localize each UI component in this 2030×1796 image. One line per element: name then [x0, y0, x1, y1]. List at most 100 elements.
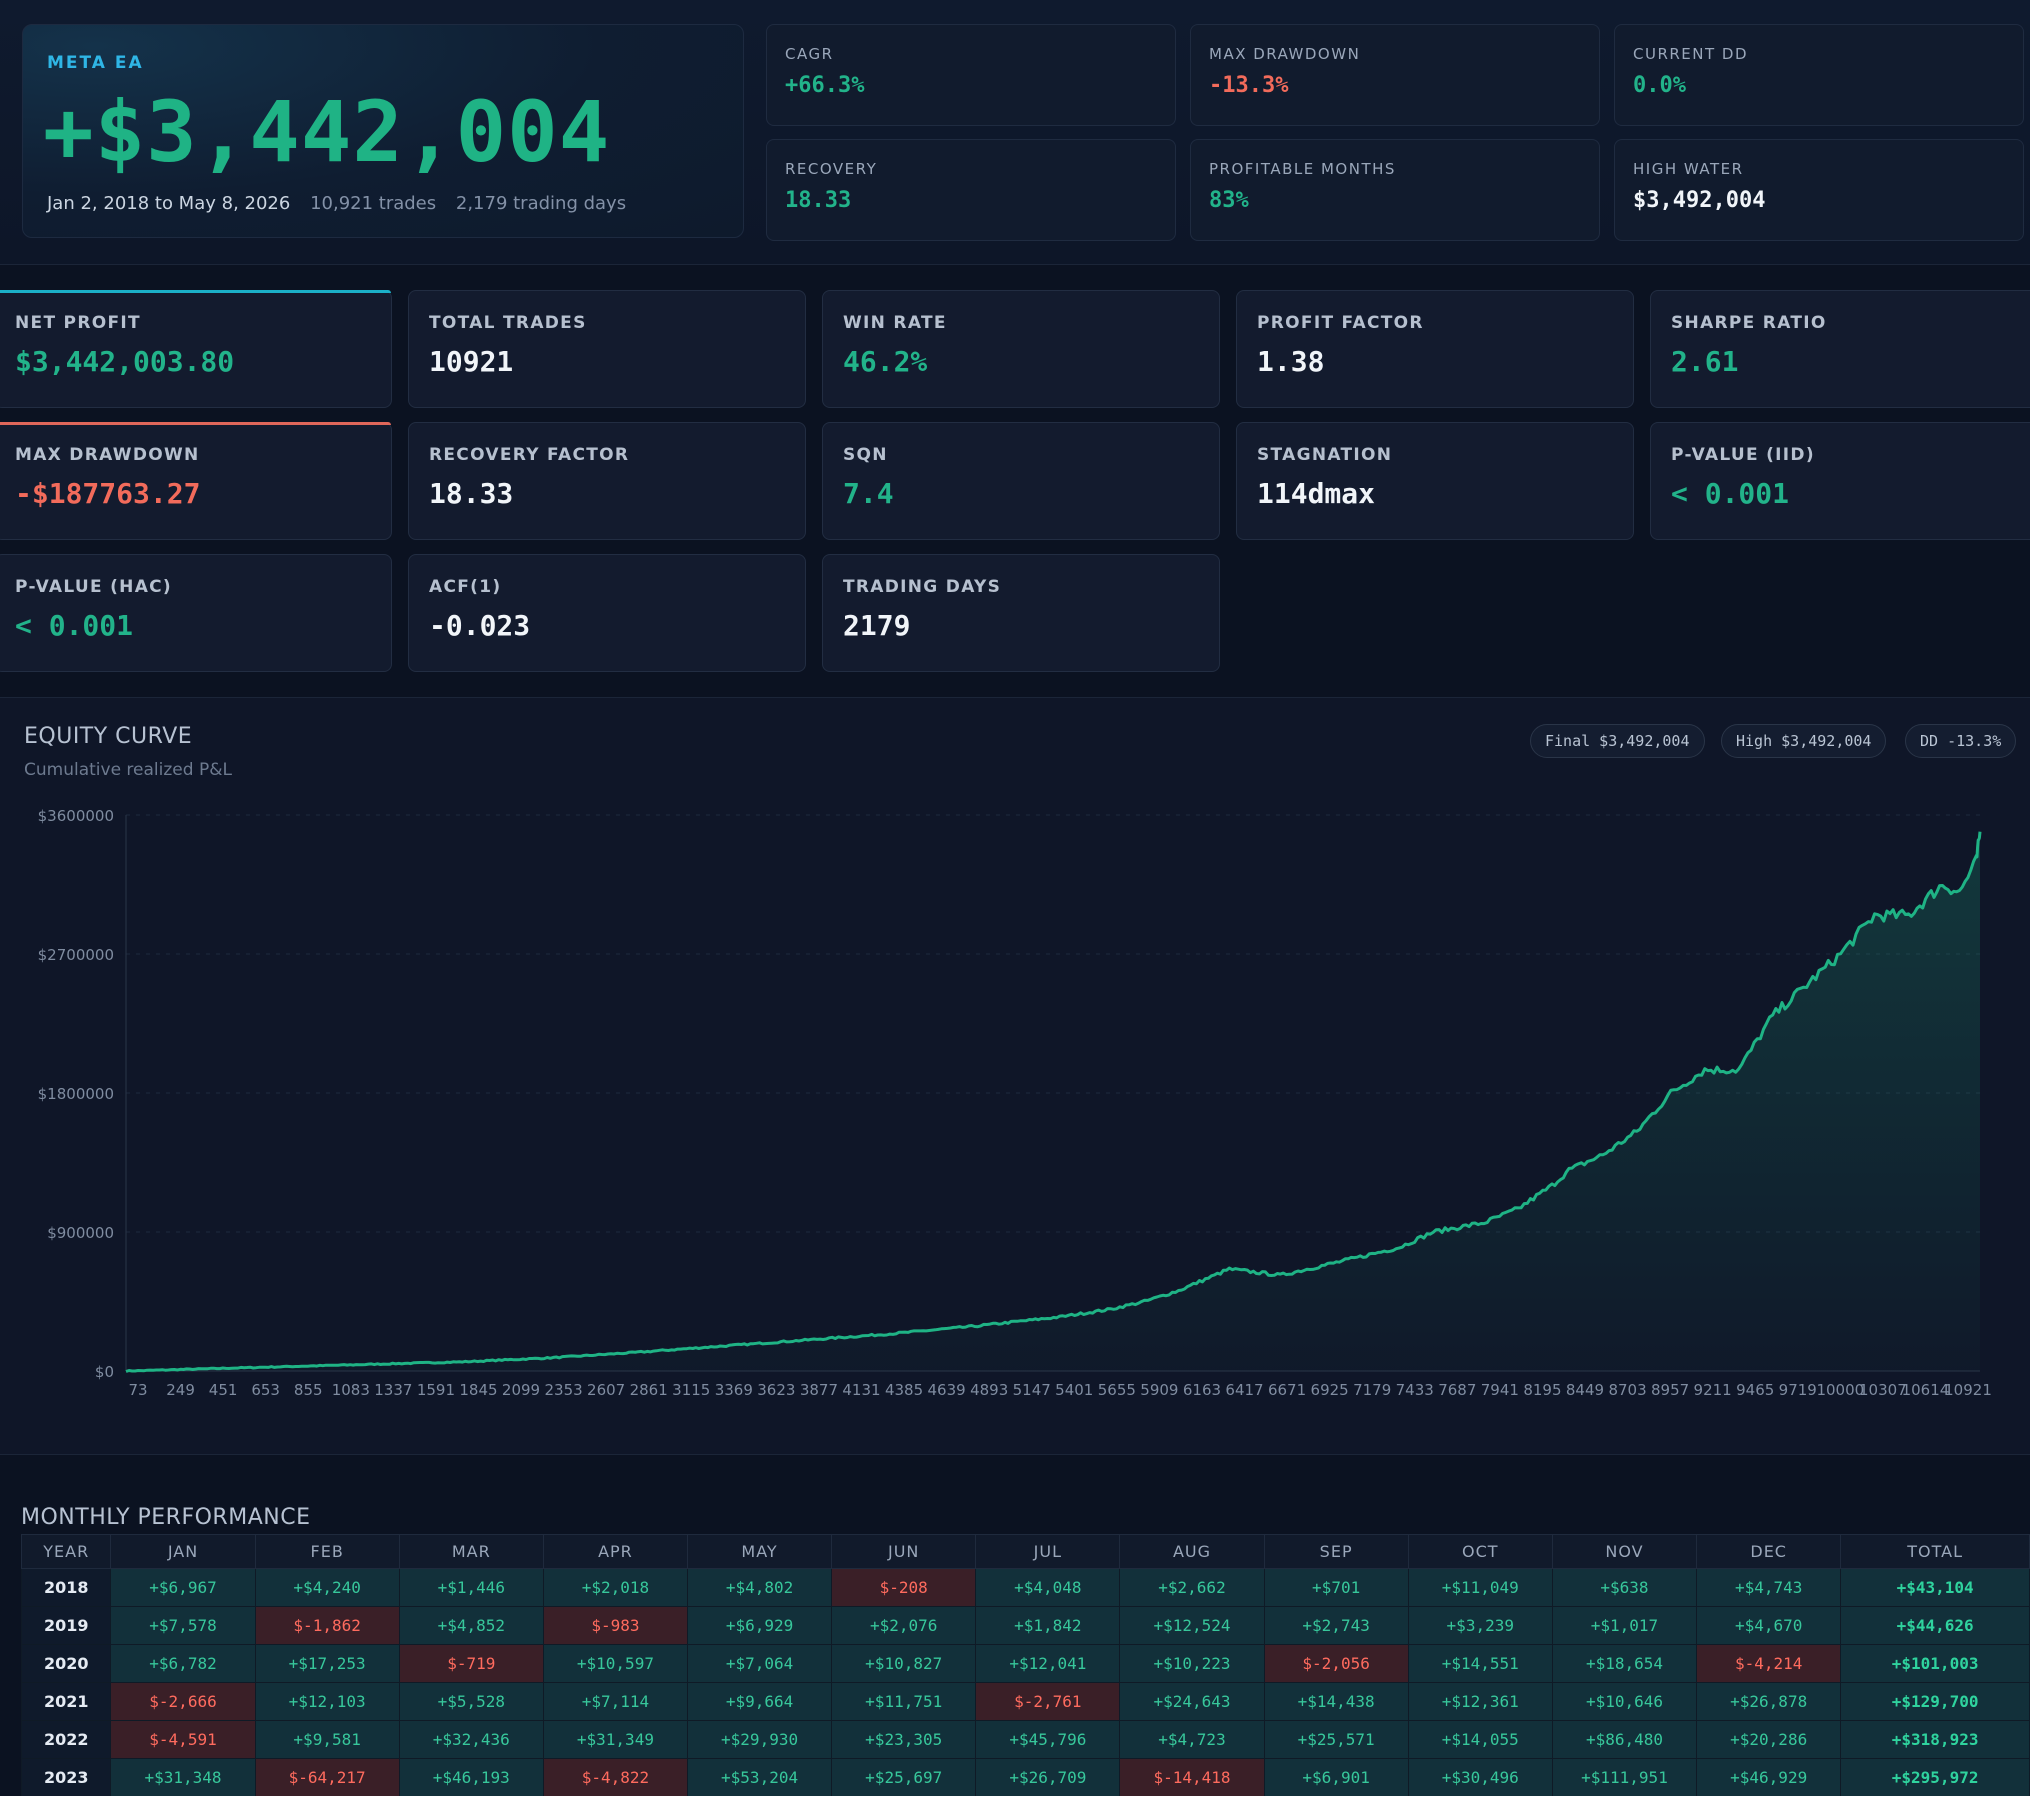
summary-value: +66.3%	[785, 73, 865, 98]
y-tick-label: $0	[95, 1363, 114, 1381]
metric-label: TRADING DAYS	[843, 577, 1002, 597]
year-cell: 2020	[20, 1644, 112, 1683]
metric-label: P-VALUE (IID)	[1671, 445, 1815, 465]
month-cell: +$4,048	[975, 1568, 1121, 1607]
equity-area	[126, 831, 1980, 1372]
summary-label: RECOVERY	[785, 160, 878, 178]
month-cell: +$1,017	[1551, 1606, 1698, 1645]
total-cell: +$295,972	[1840, 1758, 2030, 1796]
x-tick-label: 6925	[1311, 1381, 1349, 1399]
month-cell: +$14,438	[1263, 1682, 1409, 1721]
x-tick-label: 9719	[1779, 1381, 1817, 1399]
month-cell: +$10,223	[1119, 1644, 1265, 1683]
month-cell: +$6,901	[1263, 1758, 1409, 1796]
month-cell: +$4,670	[1696, 1606, 1842, 1645]
month-cell: $-4,591	[110, 1720, 256, 1759]
metric-value: 18.33	[429, 477, 514, 510]
chart-title: EQUITY CURVE	[24, 724, 193, 749]
monthly-header-row: YEAR JAN FEB MAR APR MAY JUN JUL AUG SEP OCT NOV DEC…	[20, 1534, 2030, 1569]
x-tick-label: 7687	[1438, 1381, 1476, 1399]
month-cell: +$30,496	[1407, 1758, 1553, 1796]
x-tick-label: 5401	[1055, 1381, 1093, 1399]
month-cell: +$11,049	[1407, 1568, 1553, 1607]
table-row: 2020 +$6,782 +$17,253 $-719 +$10,597 +$7,064 +…	[20, 1644, 2030, 1683]
x-tick-label: 451	[209, 1381, 238, 1399]
col-header-jun: JUN	[831, 1534, 977, 1569]
y-tick-label: $900000	[47, 1224, 114, 1242]
month-cell: +$26,709	[975, 1758, 1121, 1796]
month-cell: +$3,239	[1407, 1606, 1553, 1645]
x-tick-label: 10614	[1902, 1381, 1950, 1399]
month-cell: +$2,018	[542, 1568, 689, 1607]
metric-label: MAX DRAWDOWN	[15, 445, 200, 465]
metric-label: WIN RATE	[843, 313, 947, 333]
trade-count: 10,921 trades	[310, 193, 437, 214]
month-cell: $-208	[831, 1568, 977, 1607]
metric-value: 114dmax	[1257, 477, 1376, 510]
strategy-name: META EA	[47, 53, 144, 73]
month-cell: +$2,662	[1119, 1568, 1265, 1607]
metric-label: NET PROFIT	[15, 313, 141, 333]
summary-value: -13.3%	[1209, 73, 1289, 98]
y-tick-label: $1800000	[38, 1085, 114, 1103]
month-cell: +$6,967	[110, 1568, 256, 1607]
chart-subtitle: Cumulative realized P&L	[24, 760, 232, 780]
metric-card-p-value-iid: P-VALUE (IID) < 0.001	[1650, 422, 2030, 540]
year-cell: 2022	[20, 1720, 112, 1759]
month-cell: $-983	[542, 1606, 689, 1645]
month-cell: +$11,751	[831, 1682, 977, 1721]
metric-value: < 0.001	[1671, 477, 1790, 510]
x-tick-label: 5147	[1013, 1381, 1051, 1399]
month-cell: +$46,929	[1696, 1758, 1842, 1796]
x-tick-label: 10000	[1816, 1381, 1864, 1399]
metric-card-profit-factor: PROFIT FACTOR 1.38	[1236, 290, 1634, 408]
col-header-nov: NOV	[1551, 1534, 1698, 1569]
metric-value: -$187763.27	[15, 477, 201, 510]
summary-label: MAX DRAWDOWN	[1209, 45, 1361, 63]
table-row: 2018 +$6,967 +$4,240 +$1,446 +$2,018 +$4,802 $…	[20, 1568, 2030, 1607]
x-tick-label: 7433	[1396, 1381, 1434, 1399]
month-cell: +$26,878	[1696, 1682, 1842, 1721]
month-cell: +$2,743	[1263, 1606, 1409, 1645]
metric-card-sqn: SQN 7.4	[822, 422, 1220, 540]
metric-value: 2.61	[1671, 345, 1739, 378]
month-cell: +$12,103	[254, 1682, 400, 1721]
month-cell: +$6,929	[686, 1606, 833, 1645]
summary-value: 18.33	[785, 188, 852, 213]
month-cell: +$53,204	[686, 1758, 833, 1796]
metric-label: P-VALUE (HAC)	[15, 577, 173, 597]
summary-card-recovery: RECOVERY 18.33	[766, 139, 1176, 241]
x-tick-label: 3877	[800, 1381, 838, 1399]
month-cell: $-4,822	[542, 1758, 689, 1796]
x-tick-label: 7941	[1481, 1381, 1519, 1399]
total-cell: +$129,700	[1840, 1682, 2030, 1721]
col-header-feb: FEB	[254, 1534, 400, 1569]
month-cell: +$25,697	[831, 1758, 977, 1796]
summary-card-high-water: HIGH WATER $3,492,004	[1614, 139, 2024, 241]
summary-value: 83%	[1209, 188, 1249, 213]
trading-days: 2,179 trading days	[455, 193, 627, 214]
col-header-dec: DEC	[1696, 1534, 1842, 1569]
x-tick-label: 1845	[459, 1381, 497, 1399]
x-tick-label: 4893	[970, 1381, 1008, 1399]
month-cell: $-2,056	[1263, 1644, 1409, 1683]
month-cell: +$638	[1551, 1568, 1698, 1607]
metric-label: SQN	[843, 445, 888, 465]
year-cell: 2019	[20, 1606, 112, 1645]
col-header-oct: OCT	[1407, 1534, 1553, 1569]
x-tick-label: 9465	[1736, 1381, 1774, 1399]
metric-value: 10921	[429, 345, 514, 378]
metric-value: 46.2%	[843, 345, 928, 378]
month-cell: $-14,418	[1119, 1758, 1265, 1796]
total-cell: +$44,626	[1840, 1606, 2030, 1645]
month-cell: $-2,666	[110, 1682, 256, 1721]
month-cell: +$4,240	[254, 1568, 400, 1607]
equity-chart: $0 $900000 $1800000 $2700000 $3600000 73 249 45…	[38, 807, 1992, 1399]
table-row: 2023 +$31,348 $-64,217 +$46,193 $-4,822 +$53,…	[20, 1758, 2030, 1796]
summary-label: PROFITABLE MONTHS	[1209, 160, 1396, 178]
x-tick-label: 2861	[630, 1381, 668, 1399]
year-cell: 2021	[20, 1682, 112, 1721]
x-tick-label: 5655	[1098, 1381, 1136, 1399]
x-tick-label: 4639	[928, 1381, 966, 1399]
metric-value: 7.4	[843, 477, 894, 510]
